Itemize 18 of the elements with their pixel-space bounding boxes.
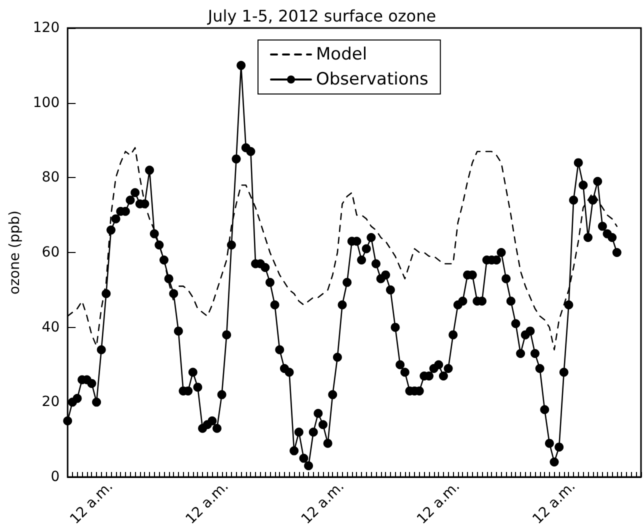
chart-title: July 1-5, 2012 surface ozone	[206, 6, 436, 26]
x-tick-label: 12 a.m.	[414, 478, 464, 528]
legend-label: Observations	[316, 70, 429, 90]
y-tick-label: 20	[42, 394, 60, 410]
point	[159, 255, 168, 264]
y-tick-label: 0	[50, 469, 60, 485]
y-tick-label: 120	[32, 20, 60, 36]
y-axis-title: ozone (ppb)	[7, 210, 23, 294]
x-tick-label: 12 a.m.	[298, 478, 348, 528]
y-tick-label: 100	[32, 94, 60, 111]
legend-label: Model	[316, 44, 368, 64]
y-tick-label: 80	[42, 170, 60, 186]
point	[154, 240, 164, 250]
x-tick-label: 12 a.m.	[182, 478, 232, 528]
y-tick-label: 60	[42, 244, 60, 260]
y-tick-label: 40	[42, 319, 60, 336]
x-tick-label: 12 a.m.	[530, 478, 579, 528]
x-tick-label: 12 a.m.	[67, 478, 116, 528]
